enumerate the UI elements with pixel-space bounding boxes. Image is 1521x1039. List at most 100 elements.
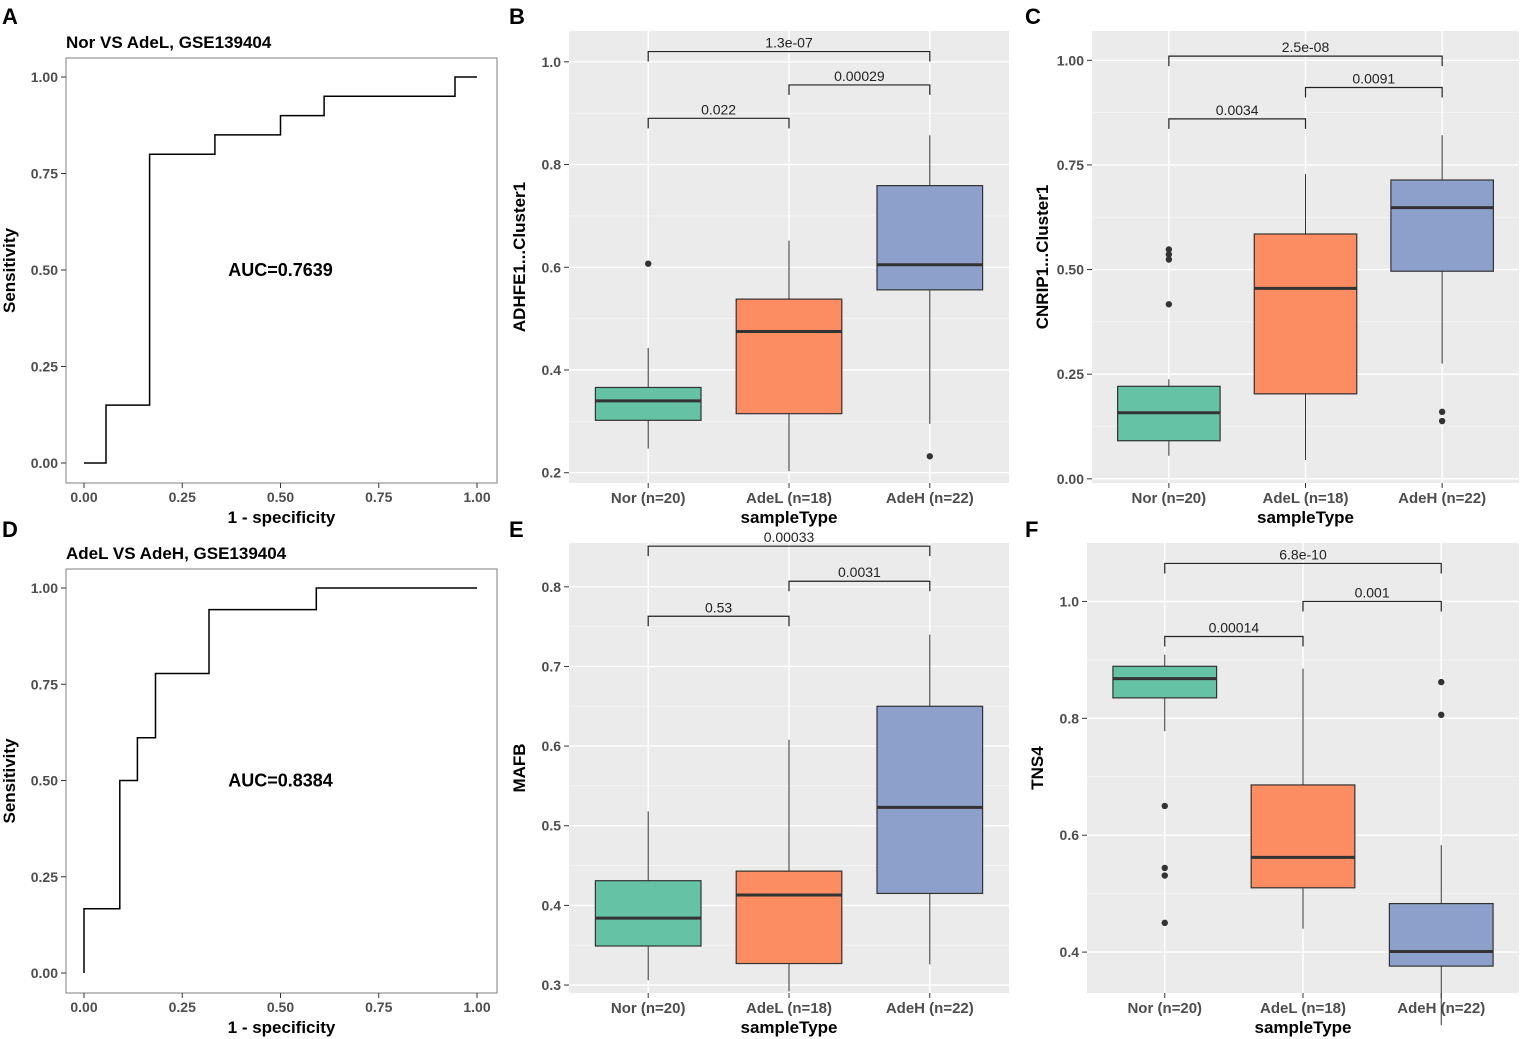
y-axis-title: MAFB bbox=[510, 743, 529, 792]
auc-annotation: AUC=0.7639 bbox=[228, 260, 333, 280]
category-label: AdeL (n=18) bbox=[1260, 1000, 1346, 1017]
y-tick-label: 0.75 bbox=[31, 676, 58, 692]
x-axis-title: sampleType bbox=[740, 508, 837, 527]
y-tick-label: 0.50 bbox=[31, 773, 58, 789]
outlier-point bbox=[926, 453, 933, 460]
p-value-label: 6.8e-10 bbox=[1279, 546, 1327, 562]
category-label: AdeH (n=22) bbox=[1397, 1000, 1485, 1017]
box-1 bbox=[1250, 784, 1356, 889]
panel-letter-e: E bbox=[509, 517, 524, 542]
panel-e-boxplot: 0.3 0.4 0.5 0.6 0.7 0.8 0.53 0.0031 0.00033 Nor (… bbox=[510, 529, 1009, 1037]
box-1 bbox=[735, 298, 843, 415]
outlier-point bbox=[1438, 417, 1446, 425]
panel-letter-c: C bbox=[1025, 4, 1041, 29]
x-tick-label: 0.25 bbox=[169, 999, 196, 1015]
y-tick-label: 0.50 bbox=[31, 262, 58, 278]
box-1 bbox=[735, 870, 843, 965]
panel-letter-b: B bbox=[509, 4, 525, 29]
x-axis-title: 1 - specificity bbox=[228, 508, 336, 527]
outlier-point bbox=[1165, 256, 1173, 263]
outlier-point bbox=[1438, 408, 1446, 416]
p-value-label: 0.022 bbox=[701, 101, 736, 117]
y-tick-label: 0.8 bbox=[1060, 710, 1080, 726]
y-tick-label: 0.25 bbox=[31, 359, 58, 375]
panel-letter-d: D bbox=[2, 517, 18, 542]
auc-annotation: AUC=0.8384 bbox=[228, 771, 333, 791]
p-value-label: 0.0091 bbox=[1352, 71, 1395, 87]
box-2 bbox=[876, 185, 984, 291]
box-2 bbox=[1388, 902, 1494, 967]
category-label: Nor (n=20) bbox=[1132, 490, 1207, 507]
category-label: AdeH (n=22) bbox=[886, 490, 974, 507]
panel-c-boxplot: 0.00 0.25 0.50 0.75 1.00 0.0034 0.0091 2.5e-08 N… bbox=[1033, 31, 1519, 527]
y-tick-label: 0.25 bbox=[31, 869, 58, 885]
x-axis-title: sampleType bbox=[740, 1018, 837, 1037]
box-2 bbox=[876, 705, 984, 895]
box-0 bbox=[1112, 665, 1218, 699]
x-axis-title: 1 - specificity bbox=[228, 1018, 336, 1037]
y-tick-label: 0.50 bbox=[1057, 262, 1084, 278]
outlier-point bbox=[1165, 251, 1173, 258]
x-tick-label: 0.00 bbox=[70, 999, 97, 1015]
p-value-label: 0.00029 bbox=[834, 68, 885, 84]
comparison-bracket bbox=[647, 615, 790, 627]
outlier-point bbox=[645, 260, 652, 267]
outlier-point bbox=[1438, 678, 1445, 686]
y-tick-label: 0.4 bbox=[542, 897, 562, 913]
comparison-bracket bbox=[788, 580, 931, 592]
category-label: Nor (n=20) bbox=[611, 490, 686, 507]
p-value-label: 0.53 bbox=[705, 599, 732, 615]
panel-title: AdeL VS AdeH, GSE139404 bbox=[66, 544, 287, 563]
y-tick-label: 0.6 bbox=[542, 259, 562, 275]
comparison-bracket bbox=[1164, 635, 1304, 647]
x-tick-label: 0.50 bbox=[267, 489, 294, 505]
category-label: AdeH (n=22) bbox=[886, 1000, 974, 1017]
p-value-label: 1.3e-07 bbox=[765, 35, 813, 51]
y-axis-title: CNRIP1...Cluster1 bbox=[1033, 185, 1052, 330]
p-value-label: 0.00014 bbox=[1209, 620, 1260, 636]
roc-curve-line bbox=[83, 587, 477, 973]
comparison-bracket bbox=[1168, 55, 1443, 67]
category-label: AdeL (n=18) bbox=[1263, 490, 1349, 507]
y-tick-label: 0.2 bbox=[542, 465, 562, 481]
x-tick-label: 0.50 bbox=[267, 999, 294, 1015]
box-0 bbox=[594, 880, 702, 947]
plot-frame bbox=[65, 57, 498, 484]
panel-title: Nor VS AdeL, GSE139404 bbox=[66, 33, 272, 52]
outlier-point bbox=[1438, 711, 1445, 719]
x-tick-label: 0.25 bbox=[169, 489, 196, 505]
category-label: Nor (n=20) bbox=[611, 1000, 686, 1017]
comparison-bracket bbox=[1164, 562, 1442, 574]
y-tick-label: 0.8 bbox=[542, 579, 562, 595]
y-tick-label: 0.25 bbox=[1057, 366, 1084, 382]
p-value-label: 0.0031 bbox=[838, 564, 881, 580]
y-tick-label: 0.00 bbox=[31, 965, 58, 981]
category-label: AdeL (n=18) bbox=[746, 490, 832, 507]
x-tick-label: 0.75 bbox=[365, 999, 392, 1015]
comparison-bracket bbox=[788, 84, 931, 95]
panel-b-boxplot: 0.2 0.4 0.6 0.8 1.0 0.022 0.00029 1.3e-07 Nor (n… bbox=[510, 31, 1009, 527]
y-tick-label: 0.3 bbox=[542, 977, 562, 993]
x-axis-title: sampleType bbox=[1254, 1018, 1351, 1037]
outlier-point bbox=[1161, 802, 1168, 810]
p-value-label: 2.5e-08 bbox=[1282, 39, 1330, 55]
y-tick-label: 1.00 bbox=[31, 69, 58, 85]
category-label: AdeH (n=22) bbox=[1398, 490, 1486, 507]
x-tick-label: 0.00 bbox=[70, 489, 97, 505]
y-tick-label: 1.00 bbox=[1057, 52, 1084, 68]
y-tick-label: 0.5 bbox=[542, 818, 562, 834]
outlier-point bbox=[1161, 864, 1168, 872]
comparison-bracket bbox=[1302, 600, 1442, 612]
roc-curve-line bbox=[84, 76, 477, 464]
y-axis-title: ADHFE1...Cluster1 bbox=[510, 182, 529, 332]
y-tick-label: 0.6 bbox=[1060, 827, 1080, 843]
comparison-bracket bbox=[1304, 86, 1443, 98]
y-axis-title: TNS4 bbox=[1028, 746, 1047, 790]
x-axis-title: sampleType bbox=[1257, 508, 1354, 527]
y-tick-label: 0.4 bbox=[542, 362, 562, 378]
y-tick-label: 0.75 bbox=[31, 166, 58, 182]
panel-letter-a: A bbox=[2, 4, 18, 29]
y-tick-label: 0.8 bbox=[542, 157, 562, 173]
comparison-bracket bbox=[647, 545, 931, 557]
